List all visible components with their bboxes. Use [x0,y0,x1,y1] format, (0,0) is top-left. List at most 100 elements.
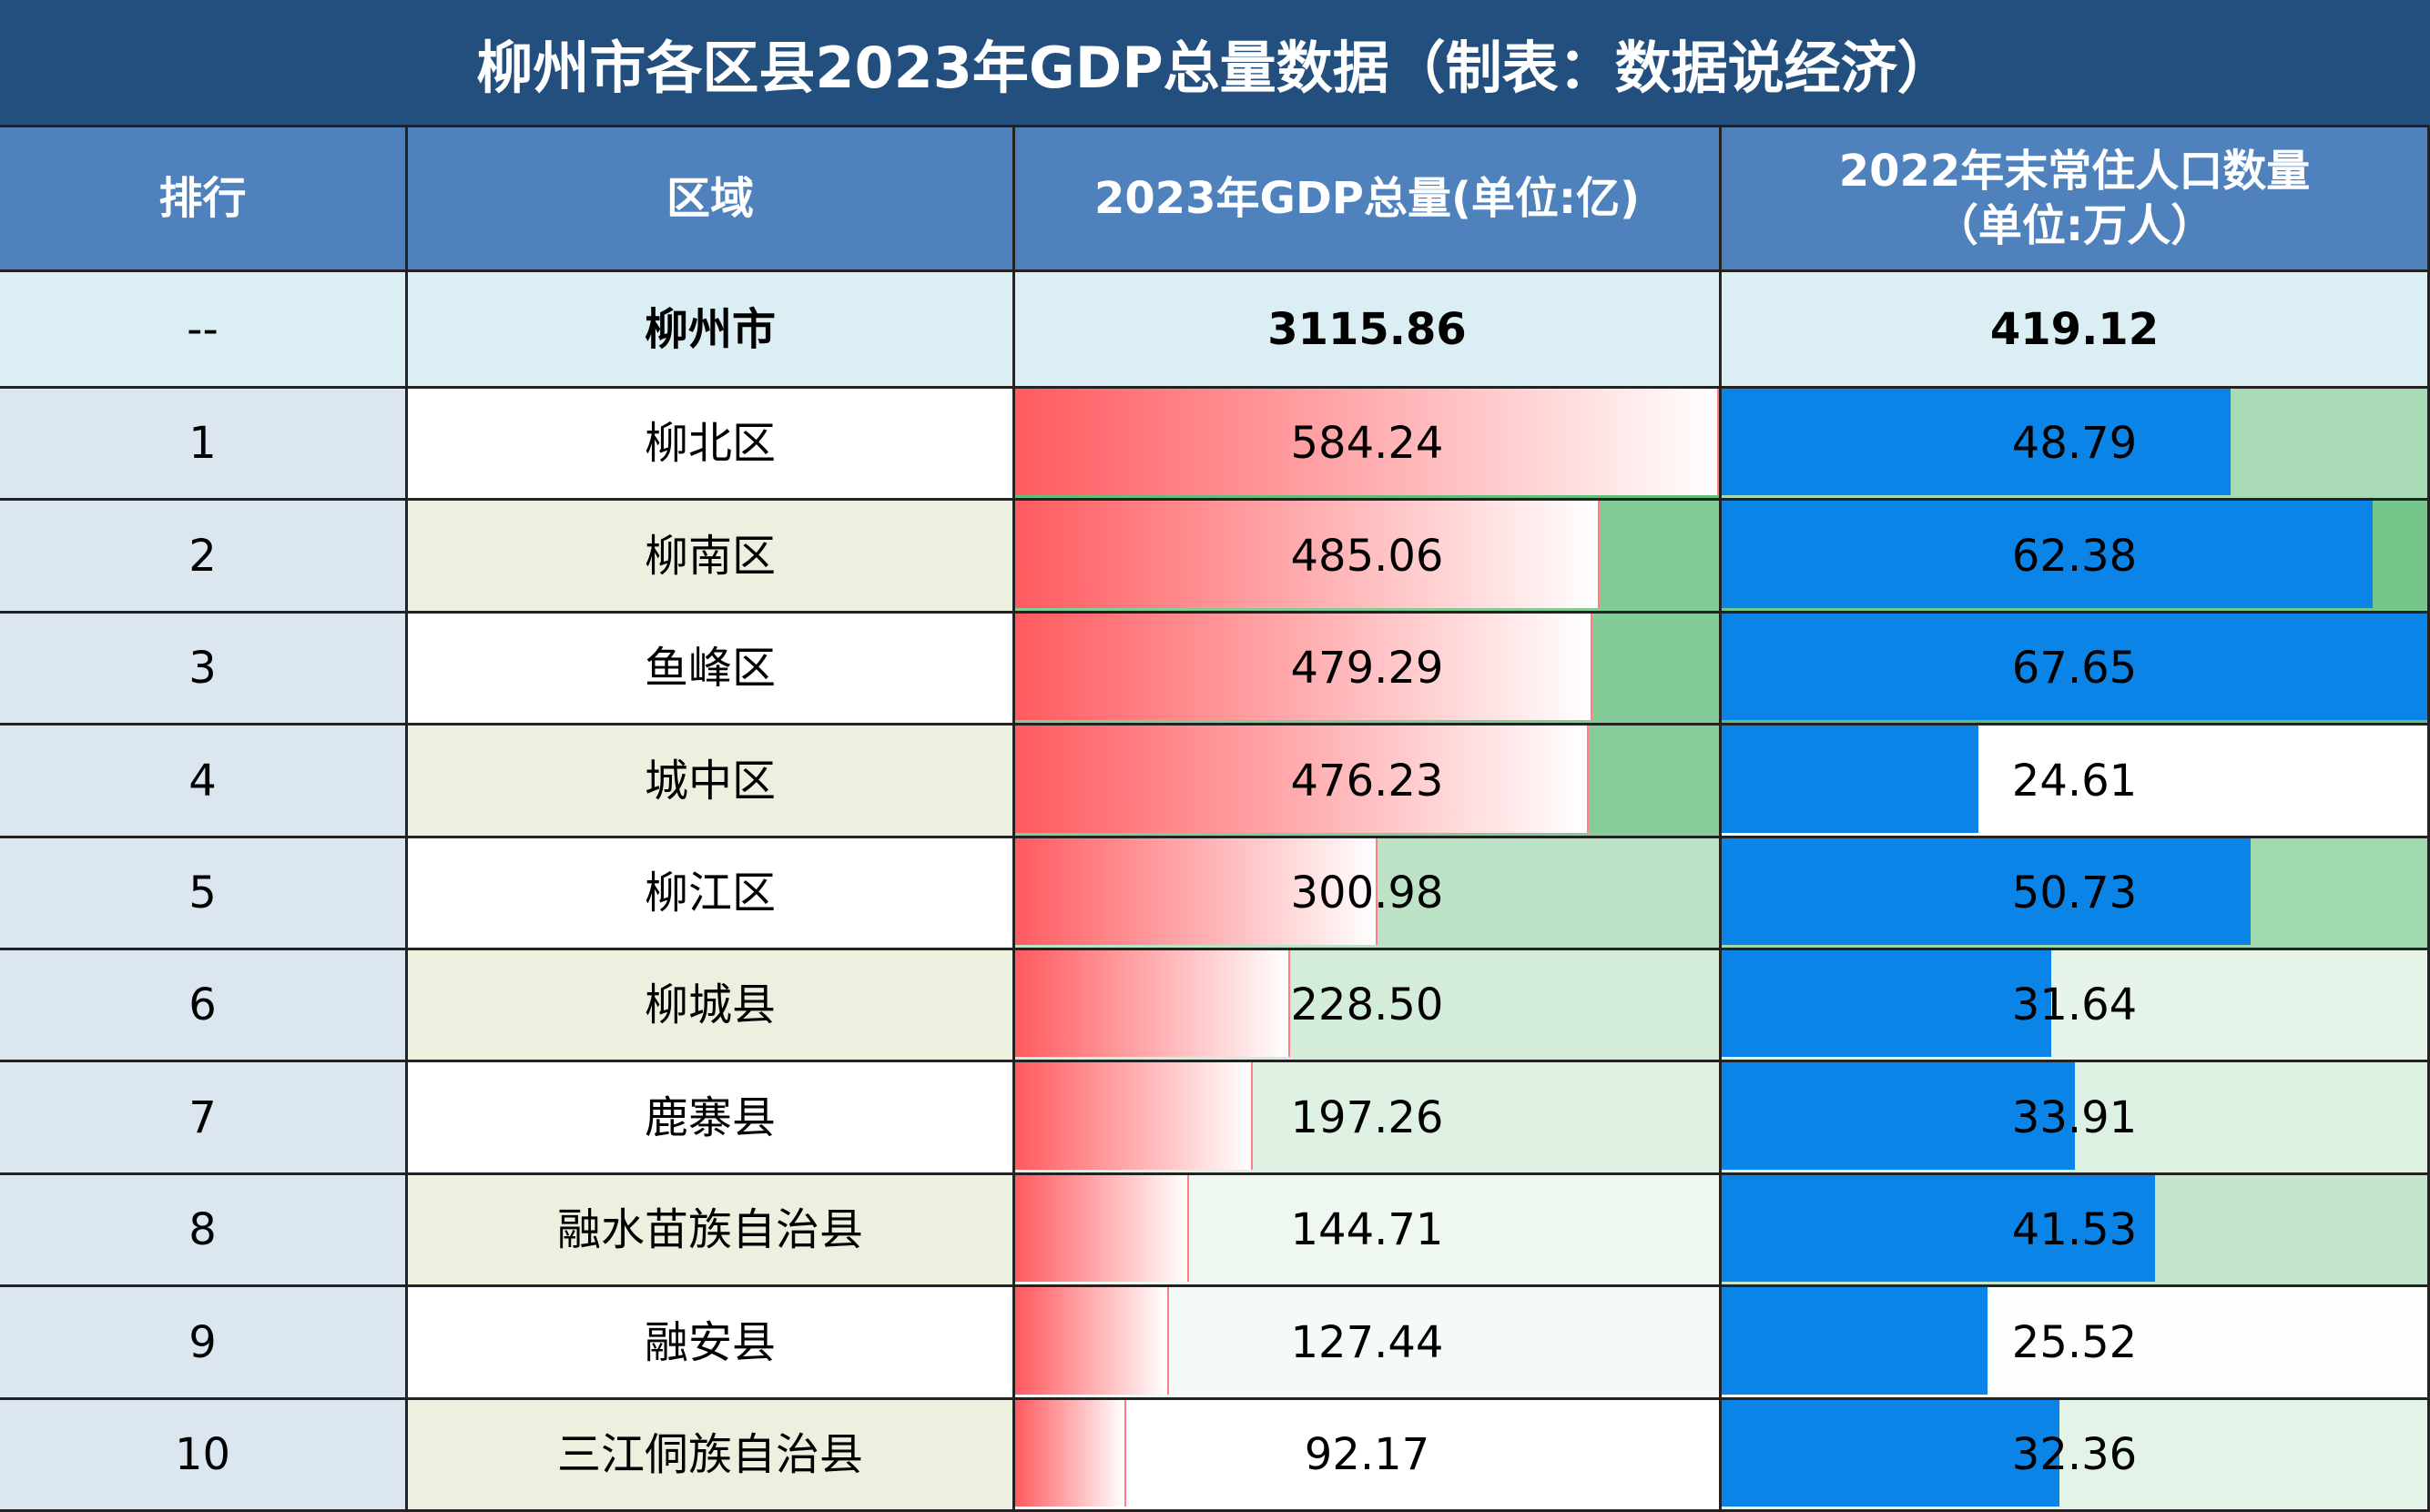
table-cell: 62.38 [1722,501,2430,614]
cell-text: 城中区 [644,755,776,807]
cell-text: 300.98 [1290,868,1444,918]
gdp-bar [1015,1062,1253,1170]
header-cell: 2022年末常住人口数量 （单位:万人） [1722,127,2430,272]
table-cell: 三江侗族自治县 [408,1400,1015,1512]
table-cell: 32.36 [1722,1400,2430,1512]
cell-text: 2 [188,530,217,582]
cell-text: 92.17 [1304,1429,1430,1480]
gdp-bar [1015,838,1378,945]
table-cell: 41.53 [1722,1175,2430,1287]
table-cell: 城中区 [408,726,1015,838]
cell-text: 1 [188,418,217,469]
gdp-bar [1015,389,1719,495]
table-cell: 3 [0,614,408,726]
cell-text: 228.50 [1290,979,1444,1030]
total-cell: -- [0,272,408,389]
cell-text: 柳北区 [644,418,776,469]
table-cell: 144.71 [1015,1175,1722,1287]
cell-text: 62.38 [2011,530,2138,582]
table-cell: 476.23 [1015,726,1722,838]
cell-text: 10 [174,1429,231,1480]
table-cell: 92.17 [1015,1400,1722,1512]
cell-text: 197.26 [1290,1091,1444,1143]
table-cell: 485.06 [1015,501,1722,614]
table-cell: 鹿寨县 [408,1062,1015,1175]
table-cell: 融水苗族自治县 [408,1175,1015,1287]
population-bar [1722,726,1978,833]
population-bar [1722,614,2427,720]
table-cell: 9 [0,1287,408,1400]
cell-text: 5 [188,868,217,918]
total-cell: 柳州市 [408,272,1015,389]
gdp-bar [1015,614,1593,720]
table-cell: 228.50 [1015,950,1722,1062]
table-cell: 25.52 [1722,1287,2430,1400]
cell-text: 32.36 [2011,1429,2138,1480]
cell-text: 485.06 [1290,530,1444,582]
header-cell: 区域 [408,127,1015,272]
table-cell: 6 [0,950,408,1062]
cell-text: 鱼峰区 [644,643,776,694]
table-cell: 柳南区 [408,501,1015,614]
table-cell: 4 [0,726,408,838]
population-bar [1722,1062,2076,1170]
gdp-bar [1015,726,1590,833]
gdp-bar [1015,1287,1169,1395]
gdp-bar [1015,1175,1190,1282]
cell-text: 476.23 [1290,755,1444,807]
cell-text: 3 [188,643,217,694]
cell-text: 8 [188,1204,217,1255]
cell-text: 6 [188,979,217,1030]
cell-text: 41.53 [2011,1204,2138,1255]
table-cell: 7 [0,1062,408,1175]
gdp-bar [1015,1400,1126,1507]
cell-text: 31.64 [2011,979,2138,1030]
cell-text: 鹿寨县 [644,1091,776,1143]
cell-text: 柳城县 [644,979,776,1030]
population-bar [1722,501,2373,608]
table-cell: 33.91 [1722,1062,2430,1175]
table-cell: 300.98 [1015,838,1722,950]
cell-text: 排行 [158,173,247,224]
table-cell: 31.64 [1722,950,2430,1062]
table-title: 柳州市各区县2023年GDP总量数据（制表：数据说经济） [0,0,2430,127]
table-cell: 8 [0,1175,408,1287]
table-cell: 柳城县 [408,950,1015,1062]
cell-text: 419.12 [1989,303,2160,355]
cell-text: 4 [188,755,217,807]
table-cell: 1 [0,389,408,501]
cell-text: 25.52 [2011,1316,2138,1368]
cell-text: 127.44 [1290,1316,1444,1368]
total-cell: 419.12 [1722,272,2430,389]
table-cell: 48.79 [1722,389,2430,501]
table-cell: 2 [0,501,408,614]
cell-text: 柳江区 [644,868,776,918]
table-cell: 柳江区 [408,838,1015,950]
cell-text: 7 [188,1091,217,1143]
gdp-bar [1015,501,1600,608]
population-bar [1722,838,2252,945]
cell-text: 67.65 [2011,643,2138,694]
table-cell: 584.24 [1015,389,1722,501]
cell-text: 2023年GDP总量(单位:亿) [1093,173,1641,224]
cell-text: 33.91 [2011,1091,2138,1143]
cell-text: 2022年末常住人口数量 （单位:万人） [1838,146,2311,251]
cell-text: 24.61 [2011,755,2138,807]
total-cell: 3115.86 [1015,272,1722,389]
cell-text: -- [187,303,219,355]
table-cell: 柳北区 [408,389,1015,501]
gdp-bar [1015,950,1291,1057]
cell-text: 48.79 [2011,418,2138,469]
cell-text: 柳州市 [644,303,776,355]
table-cell: 479.29 [1015,614,1722,726]
cell-text: 区域 [666,173,754,224]
table-cell: 融安县 [408,1287,1015,1400]
header-cell: 2023年GDP总量(单位:亿) [1015,127,1722,272]
cell-text: 融水苗族自治县 [556,1204,863,1255]
table-cell: 67.65 [1722,614,2430,726]
table-cell: 127.44 [1015,1287,1722,1400]
population-bar [1722,389,2231,495]
header-cell: 排行 [0,127,408,272]
table-cell: 鱼峰区 [408,614,1015,726]
